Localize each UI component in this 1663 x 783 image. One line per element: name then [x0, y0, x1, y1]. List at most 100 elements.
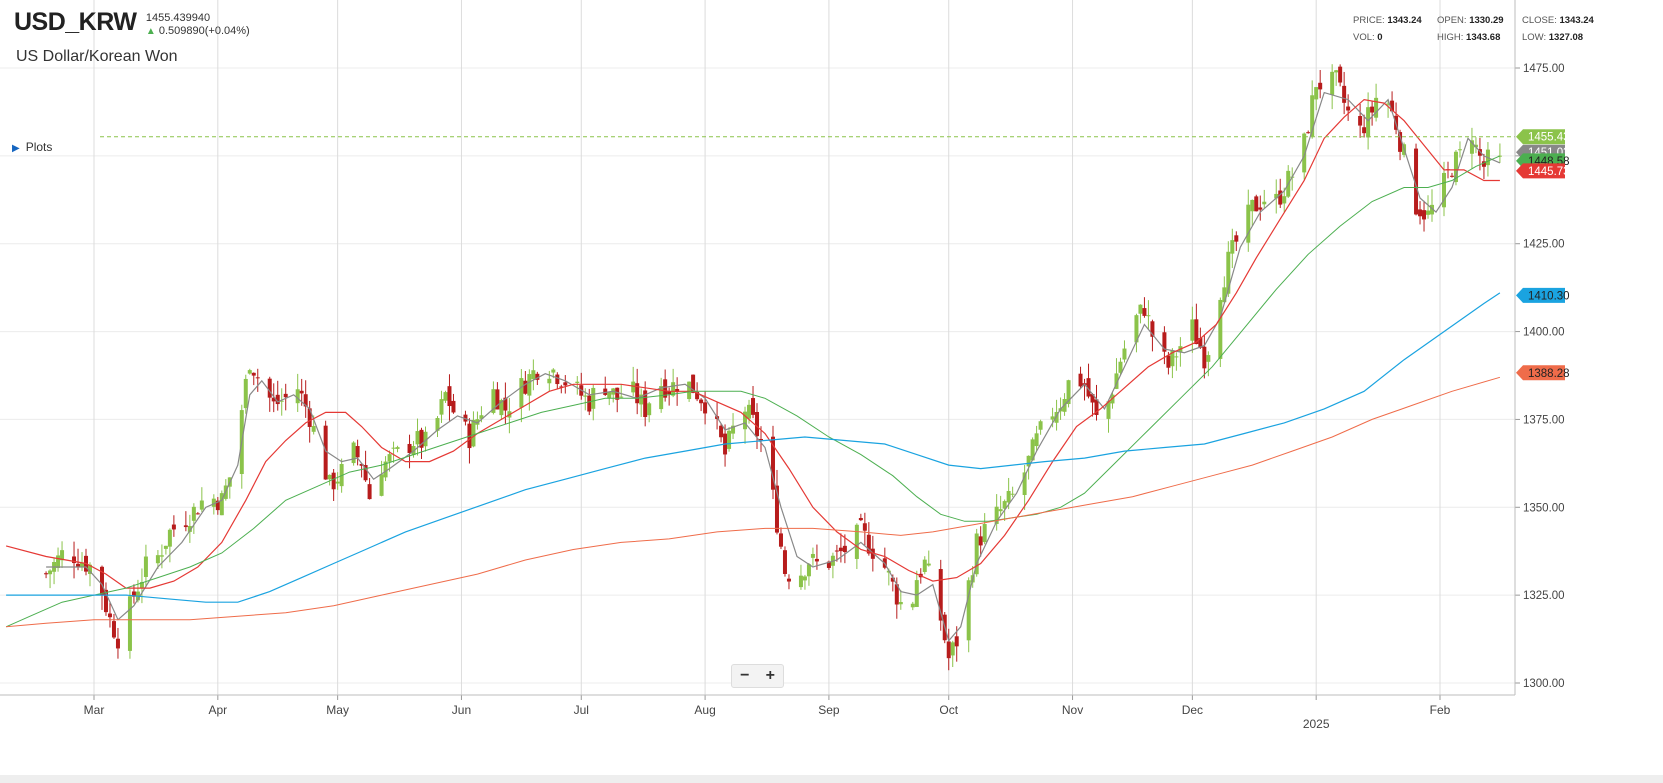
candle-body-down [894, 584, 899, 605]
candle-body-up [1134, 315, 1139, 343]
candle-body-down [275, 394, 280, 405]
candle-body-up [187, 526, 192, 532]
candle-body-down [267, 378, 272, 398]
candle-body-down [1358, 116, 1363, 126]
candle-body-up [854, 524, 859, 559]
candle-body-up [1334, 70, 1339, 73]
candle-body-down [563, 382, 568, 386]
candle-body-down [195, 513, 200, 515]
candle-body-up [279, 400, 284, 402]
candle-body-down [691, 374, 696, 393]
y-tick-label: 1375.00 [1523, 414, 1565, 426]
plots-label: Plots [25, 140, 53, 154]
candle-body-down [363, 465, 368, 481]
candle-body-up [647, 403, 652, 416]
candle-body-up [1226, 251, 1231, 294]
chart-header: USD_KRW 1455.439940 ▲ 0.509890(+0.04%) [14, 8, 250, 38]
candle-body-down [307, 408, 312, 427]
candle-body-down [890, 577, 895, 582]
candle-body-up [391, 447, 396, 449]
candle-body-up [982, 524, 987, 543]
candle-body-up [247, 370, 252, 374]
stats-open-high: OPEN: 1330.29 HIGH: 1343.68 [1437, 15, 1504, 43]
candle-body-down [755, 411, 760, 437]
plots-toggle[interactable]: ▶ Plots [12, 140, 52, 154]
candle-body-down [1422, 210, 1427, 220]
candle-body-up [1330, 71, 1335, 95]
stats-price-vol: PRICE: 1343.24 VOL: 0 [1353, 15, 1422, 43]
candle-body-up [1314, 87, 1319, 100]
candle-body-down [587, 395, 592, 412]
candle-body-down [1094, 399, 1099, 416]
x-tick-label: Jul [574, 703, 589, 717]
candle-body-up [575, 381, 580, 383]
candle-body-down [615, 387, 620, 400]
candle-body-down [72, 556, 77, 564]
candle-body-down [703, 402, 708, 414]
indicator-line [46, 91, 1501, 643]
candle-body-down [603, 388, 608, 395]
y-tick-label: 1400.00 [1523, 327, 1565, 339]
y-tick-label: 1350.00 [1523, 502, 1565, 514]
candle-body-down [858, 517, 863, 521]
candle-body-up [415, 431, 420, 445]
candle-body-up [243, 378, 248, 409]
candle-body-up [1469, 140, 1474, 154]
candle-body-down [862, 523, 867, 531]
candle-body-up [1170, 350, 1175, 367]
candle-body-down [695, 391, 700, 400]
candle-body-down [523, 380, 528, 394]
candle-body-down [555, 374, 560, 385]
candle-body-up [1457, 149, 1462, 151]
candle-body-down [643, 390, 648, 418]
candle-body-up [1374, 97, 1379, 118]
candle-body-up [1034, 433, 1039, 447]
candle-body-up [994, 506, 999, 524]
candle-body-up [966, 580, 971, 641]
candle-body-down [495, 389, 500, 410]
candle-body-up [607, 392, 612, 398]
candle-body-up [1190, 319, 1195, 341]
candle-body-down [171, 524, 176, 530]
candle-body-up [974, 533, 979, 575]
candle-body-down [1202, 346, 1207, 369]
candle-body-up [56, 555, 61, 568]
candle-body-down [251, 372, 256, 376]
candle-body-down [1414, 148, 1419, 215]
candle-body-up [1174, 356, 1179, 358]
candle-body-up [591, 387, 596, 409]
candle-body-down [1338, 66, 1343, 83]
play-triangle-icon: ▶ [12, 143, 20, 154]
candle-body-up [910, 603, 915, 608]
price-tag-label: 1445.73 [1528, 166, 1570, 178]
candle-body-down [359, 463, 364, 466]
candle-body-up [1026, 455, 1031, 467]
price-tag [1516, 163, 1565, 179]
candle-body-up [1022, 472, 1027, 495]
axes: 1475.001450.001425.001400.001375.001350.… [0, 0, 1565, 731]
open-label: OPEN: [1437, 15, 1467, 26]
candle-body-up [914, 580, 919, 607]
x-tick-label: Feb [1430, 703, 1451, 717]
zoom-out-button[interactable]: − [740, 667, 750, 684]
zoom-in-button[interactable]: + [765, 667, 775, 684]
price-tag [1516, 287, 1565, 303]
bottom-scroll-bar[interactable] [0, 775, 1663, 783]
open-value: 1330.29 [1469, 15, 1504, 26]
price-tag-label: 1410.30 [1528, 290, 1570, 302]
candle-body-up [519, 378, 524, 408]
candle-body-down [838, 547, 843, 552]
candle-body-up [527, 374, 532, 396]
candle-body-down [1342, 85, 1347, 103]
candle-body-down [1078, 373, 1083, 387]
candle-body-up [1310, 95, 1315, 137]
candle-body-up [1066, 380, 1071, 405]
candle-body-up [1230, 240, 1235, 254]
price-value: 1343.24 [1387, 15, 1422, 26]
candle-body-up [199, 500, 204, 510]
candle-body-down [367, 484, 372, 500]
candle-body-down [535, 373, 540, 380]
candle-body-down [663, 379, 668, 398]
x-tick-label: Jun [452, 703, 471, 717]
